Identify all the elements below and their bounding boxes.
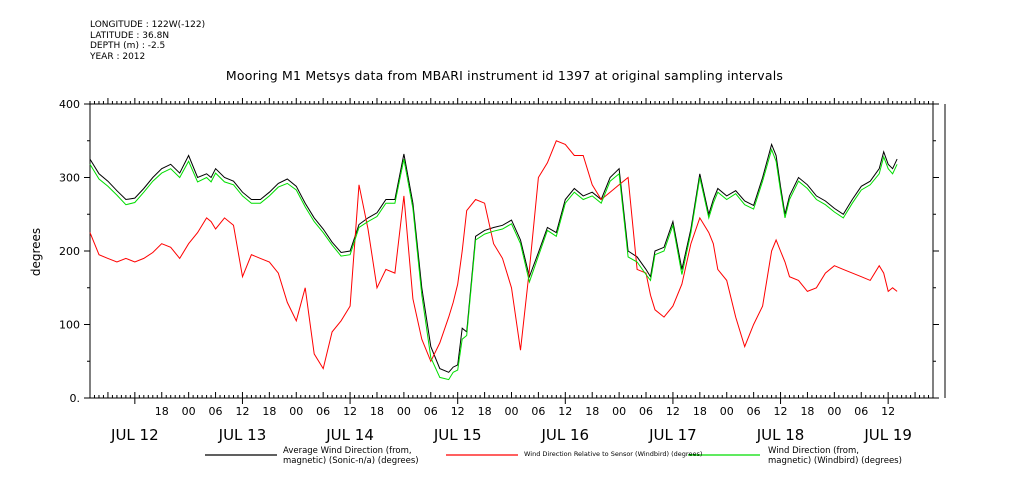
x-hour-label: 06: [531, 405, 545, 418]
x-hour-label: 00: [720, 405, 734, 418]
legend-entry-line2: magnetic) (Sonic-n/a) (degrees): [283, 455, 419, 466]
x-hour-label: 12: [881, 405, 895, 418]
x-day-label: JUL 12: [110, 426, 159, 444]
legend-entry-2: Wind Direction Relative to Sensor (Windb…: [524, 450, 702, 460]
x-day-label: JUL 17: [648, 426, 697, 444]
x-hour-label: 12: [558, 405, 572, 418]
x-day-label: JUL 14: [325, 426, 374, 444]
x-hour-label: 18: [585, 405, 599, 418]
metadata-block: LONGITUDE : 122W(-122) LATITUDE : 36.8N …: [90, 20, 205, 62]
x-hour-label: 06: [424, 405, 438, 418]
x-hour-label: 12: [343, 405, 357, 418]
x-hour-label: 06: [316, 405, 330, 418]
y-tick-label: 200: [59, 245, 80, 258]
x-day-label: JUL 13: [218, 426, 267, 444]
x-day-label: JUL 18: [756, 426, 805, 444]
y-tick-label: 0.: [70, 392, 81, 405]
x-hour-label: 06: [854, 405, 868, 418]
x-hour-label: 12: [666, 405, 680, 418]
x-day-label: JUL 15: [433, 426, 482, 444]
x-hour-label: 18: [800, 405, 814, 418]
x-hour-label: 00: [289, 405, 303, 418]
x-hour-label: 18: [478, 405, 492, 418]
plot-frame: [89, 103, 934, 399]
y-tick-label: 100: [59, 319, 80, 332]
legend-entry-line1: Wind Direction (from,: [768, 446, 859, 456]
x-hour-label: 00: [612, 405, 626, 418]
year-label: YEAR : 2012: [90, 51, 146, 62]
x-hour-label: 18: [370, 405, 384, 418]
x-hour-label: 06: [747, 405, 761, 418]
legend-entry-line1: Average Wind Direction (from,: [283, 446, 412, 456]
legend-entry-3: Wind Direction (from, magnetic) (Windbird…: [768, 446, 902, 466]
y-tick-label: 300: [59, 172, 80, 185]
series-line-1: [89, 142, 898, 373]
chart-title: Mooring M1 Metsys data from MBARI instru…: [225, 68, 784, 83]
x-hour-label: 12: [451, 405, 465, 418]
x-hour-label: 00: [182, 405, 196, 418]
x-hour-label: 18: [155, 405, 169, 418]
latitude-label: LATITUDE : 36.8N: [90, 30, 170, 41]
series-line-2: [89, 140, 898, 370]
series-line-3: [89, 148, 898, 381]
x-day-label: JUL 16: [540, 426, 589, 444]
x-hour-label: 06: [209, 405, 223, 418]
x-day-label: JUL 19: [863, 426, 912, 444]
x-hour-label: 06: [639, 405, 653, 418]
depth-label: DEPTH (m) : -2.5: [90, 41, 166, 51]
x-hour-label: 18: [262, 405, 276, 418]
x-hour-label: 00: [827, 405, 841, 418]
x-hour-label: 12: [774, 405, 788, 418]
legend-entry-1: Average Wind Direction (from, magnetic) (…: [283, 446, 419, 466]
x-hour-label: 00: [397, 405, 411, 418]
x-hour-label: 00: [505, 405, 519, 418]
longitude-label: LONGITUDE : 122W(-122): [90, 20, 206, 30]
y-axis-label: degrees: [29, 228, 43, 276]
x-hour-label: 18: [693, 405, 707, 418]
legend-entry-line2: magnetic) (Windbird) (degrees): [768, 455, 902, 466]
y-tick-label: 400: [59, 98, 80, 111]
legend-entry-line1: Wind Direction Relative to Sensor (Windb…: [524, 450, 703, 458]
x-hour-label: 12: [235, 405, 249, 418]
